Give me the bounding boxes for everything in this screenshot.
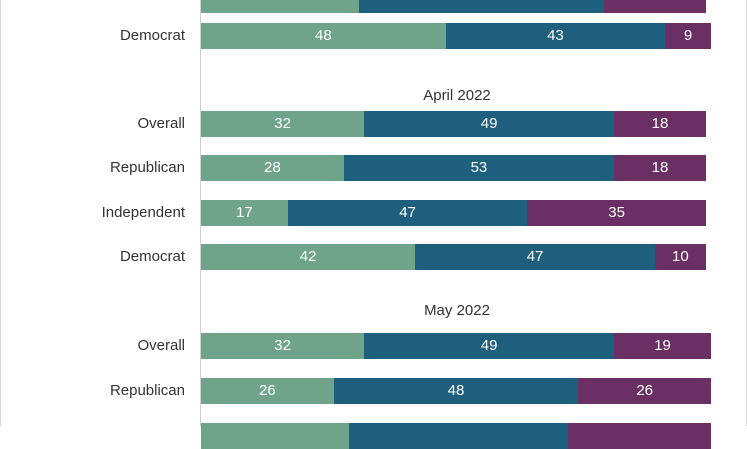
data-label: 53	[470, 159, 488, 176]
bar-segment: 28	[201, 155, 344, 181]
bar-segment	[201, 423, 349, 449]
bar-segment: 35	[527, 200, 706, 226]
data-label: 18	[651, 159, 669, 176]
data-label: 9	[683, 27, 693, 44]
data-label: 47	[526, 248, 544, 265]
data-label: 49	[480, 115, 498, 132]
row-label: Democrat	[119, 248, 185, 265]
data-label: 26	[258, 382, 276, 399]
bar-segment: 53	[343, 155, 615, 181]
data-label: 49	[480, 337, 498, 354]
data-label: 35	[608, 204, 625, 221]
bar-segment: 43	[445, 23, 666, 49]
bar-segment: 47	[287, 200, 528, 226]
bar-segment: 49	[364, 333, 615, 359]
bar-segment	[568, 423, 711, 449]
bar-segment	[348, 423, 569, 449]
data-label: 48	[447, 382, 465, 399]
bar-segment	[201, 0, 360, 13]
bar-segment: 48	[201, 23, 446, 49]
group-title: May 2022	[424, 302, 490, 319]
bar-segment: 42	[201, 244, 416, 270]
data-label: 42	[299, 248, 317, 265]
bar-segment: 48	[333, 378, 579, 404]
bar-segment	[359, 0, 604, 13]
bar-segment: 17	[201, 200, 288, 226]
row-label: Overall	[137, 115, 185, 132]
bar-segment: 18	[614, 111, 706, 137]
data-label: 28	[264, 159, 281, 176]
row-label: Democrat	[119, 27, 185, 44]
data-label: 47	[399, 204, 416, 221]
bar-segment: 49	[364, 111, 615, 137]
frame-left-border	[0, 0, 1, 426]
bar-segment: 47	[415, 244, 655, 270]
data-label: 18	[651, 115, 669, 132]
category-axis-line	[200, 0, 201, 426]
bar-segment: 26	[201, 378, 334, 404]
data-label: 10	[672, 248, 689, 265]
data-label: 48	[315, 27, 332, 44]
bar-segment: 19	[614, 333, 711, 359]
group-title: April 2022	[423, 87, 491, 104]
bar-segment: 32	[201, 111, 365, 137]
bar-segment	[603, 0, 706, 13]
data-label: 19	[654, 337, 671, 354]
data-label: 32	[274, 115, 291, 132]
row-label: Republican	[109, 382, 185, 399]
bar-segment: 26	[578, 378, 711, 404]
bar-segment: 10	[654, 244, 706, 270]
bar-segment: 18	[614, 155, 706, 181]
bar-segment: 32	[201, 333, 365, 359]
row-label: Overall	[137, 337, 185, 354]
data-label: 43	[547, 27, 564, 44]
bar-segment: 9	[665, 23, 711, 49]
data-label: 26	[636, 382, 654, 399]
data-label: 17	[236, 204, 253, 221]
row-label: Republican	[109, 159, 185, 176]
row-label: Independent	[101, 204, 185, 221]
data-label: 32	[274, 337, 291, 354]
